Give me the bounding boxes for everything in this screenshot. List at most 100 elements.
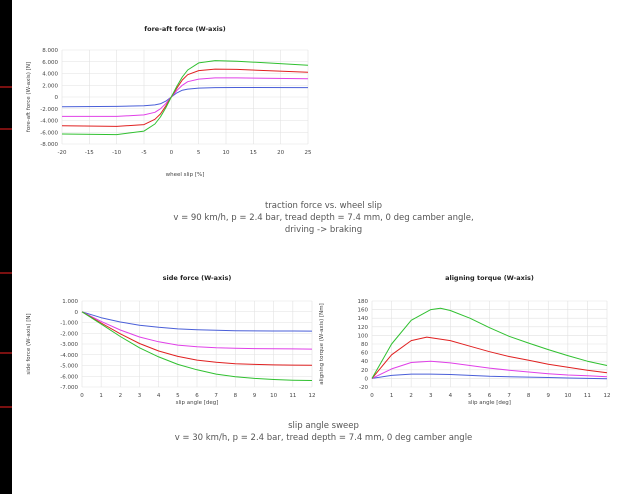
x-tick-label: 0 — [80, 393, 84, 399]
series-line — [61, 60, 309, 136]
y-tick-label: 140 — [358, 316, 369, 322]
bottom-caption-line1: slip angle sweep — [288, 421, 359, 431]
x-tick-label: 4 — [449, 393, 453, 399]
y-tick-label: 0 — [55, 95, 59, 101]
y-tick-label: -7.000 — [60, 385, 78, 391]
edge-mark — [0, 272, 12, 274]
x-tick-label: 2 — [409, 393, 413, 399]
x-tick-label: 6 — [488, 393, 492, 399]
y-tick-label: -5.000 — [60, 364, 78, 370]
x-tick-label: -5 — [141, 150, 147, 156]
x-axis-label: wheel slip [%] — [166, 172, 205, 178]
y-axis-label: aligning torque (W-axis) [Nm] — [319, 303, 325, 384]
y-tick-label: -4.000 — [40, 119, 58, 125]
x-tick-label: 1 — [390, 393, 394, 399]
x-tick-label: 4 — [157, 393, 161, 399]
x-tick-label: 3 — [138, 393, 142, 399]
y-tick-label: -6.000 — [40, 130, 58, 136]
y-tick-label: 40 — [361, 359, 368, 365]
fore-aft-force-chart: fore-aft force (W-axis) -8.000 -6.000 -4.00… — [26, 25, 312, 178]
edge-mark — [0, 406, 12, 408]
series-line — [371, 373, 608, 380]
x-tick-label: 11 — [289, 393, 296, 399]
series-line — [62, 77, 309, 117]
top-caption: traction force vs. wheel slip v = 90 km/… — [12, 200, 635, 236]
series-line — [371, 336, 608, 379]
y-tick-label: 0 — [365, 376, 369, 382]
x-tick-label: 20 — [277, 150, 284, 156]
y-tick-label: -6.000 — [60, 374, 78, 380]
x-axis-label: slip angle [deg] — [468, 400, 511, 406]
y-tick-label: -2.000 — [60, 331, 78, 337]
series-line — [81, 311, 313, 366]
x-tick-label: 12 — [604, 393, 611, 399]
x-tick-label: 9 — [253, 393, 257, 399]
x-tick-label: 11 — [584, 393, 591, 399]
x-tick-label: 3 — [429, 393, 433, 399]
x-axis-label: slip angle [deg] — [176, 400, 219, 406]
edge-mark — [0, 128, 12, 130]
x-tick-label: 5 — [176, 393, 180, 399]
y-tick-label: 2.000 — [42, 83, 58, 89]
chart-title: side force (W-axis) — [163, 274, 232, 282]
y-tick-label: 0 — [75, 310, 79, 316]
y-tick-label: 20 — [361, 368, 368, 374]
series-line — [81, 311, 313, 350]
top-caption-line3: driving -> braking — [284, 225, 363, 235]
x-tick-label: 8 — [527, 393, 531, 399]
x-tick-label: 5 — [468, 393, 472, 399]
y-tick-label: -1.000 — [60, 321, 78, 327]
series-line — [61, 68, 309, 127]
y-tick-label: -4.000 — [60, 353, 78, 359]
y-axis-label: fore-aft force (W-axis) [N] — [26, 62, 32, 132]
aligning-torque-chart: aligning torque (W-axis)-200204060801001… — [319, 274, 611, 406]
y-tick-label: -3.000 — [60, 342, 78, 348]
side-force-chart: side force (W-axis) -7.000 -6.000 -5.000 -4.… — [26, 274, 316, 406]
x-tick-label: 7 — [507, 393, 511, 399]
y-tick-label: 80 — [361, 342, 368, 348]
x-tick-label: 1 — [99, 393, 103, 399]
y-tick-label: 180 — [358, 299, 369, 305]
y-tick-label: 6.000 — [42, 60, 58, 66]
x-tick-label: 15 — [250, 150, 257, 156]
chart-title: aligning torque (W-axis) — [445, 274, 534, 282]
y-tick-label: 8.000 — [42, 48, 58, 54]
edge-mark — [0, 86, 12, 88]
x-tick-label: 0 — [170, 150, 174, 156]
y-tick-label: 1.000 — [62, 299, 78, 305]
x-tick-label: 5 — [197, 150, 201, 156]
x-tick-label: -10 — [112, 150, 121, 156]
x-tick-label: 2 — [119, 393, 123, 399]
y-tick-label: 60 — [361, 351, 368, 357]
y-tick-label: 160 — [358, 308, 369, 314]
x-tick-label: -20 — [58, 150, 67, 156]
edge-mark — [0, 352, 12, 354]
series-line — [81, 311, 313, 332]
series-line — [61, 87, 309, 108]
x-tick-label: 8 — [234, 393, 238, 399]
x-tick-label: 7 — [214, 393, 218, 399]
x-tick-label: -15 — [85, 150, 94, 156]
y-tick-label: -2.000 — [40, 107, 58, 113]
series-line — [81, 311, 313, 381]
x-tick-label: 12 — [309, 393, 316, 399]
bottom-caption-line2: v = 30 km/h, p = 2.4 bar, tread depth = … — [174, 433, 473, 443]
y-tick-label: -20 — [359, 385, 368, 391]
y-tick-label: -8.000 — [40, 142, 58, 148]
y-tick-label: 4.000 — [42, 72, 58, 78]
x-tick-label: 10 — [270, 393, 277, 399]
content-panel — [12, 0, 635, 494]
x-tick-label: 9 — [547, 393, 551, 399]
x-tick-label: 10 — [223, 150, 230, 156]
x-tick-label: 25 — [305, 150, 312, 156]
x-tick-label: 0 — [370, 393, 374, 399]
top-caption-line2: v = 90 km/h, p = 2.4 bar, tread depth = … — [173, 213, 474, 223]
bottom-caption: slip angle sweep v = 30 km/h, p = 2.4 ba… — [12, 420, 635, 444]
x-tick-label: 6 — [195, 393, 199, 399]
chart-title: fore-aft force (W-axis) — [144, 25, 225, 33]
series-line — [371, 307, 608, 379]
y-tick-label: 100 — [358, 333, 369, 339]
top-caption-line1: traction force vs. wheel slip — [264, 201, 383, 211]
y-axis-label: side force (W-axis) [N] — [26, 313, 32, 374]
y-tick-label: 120 — [358, 325, 369, 331]
